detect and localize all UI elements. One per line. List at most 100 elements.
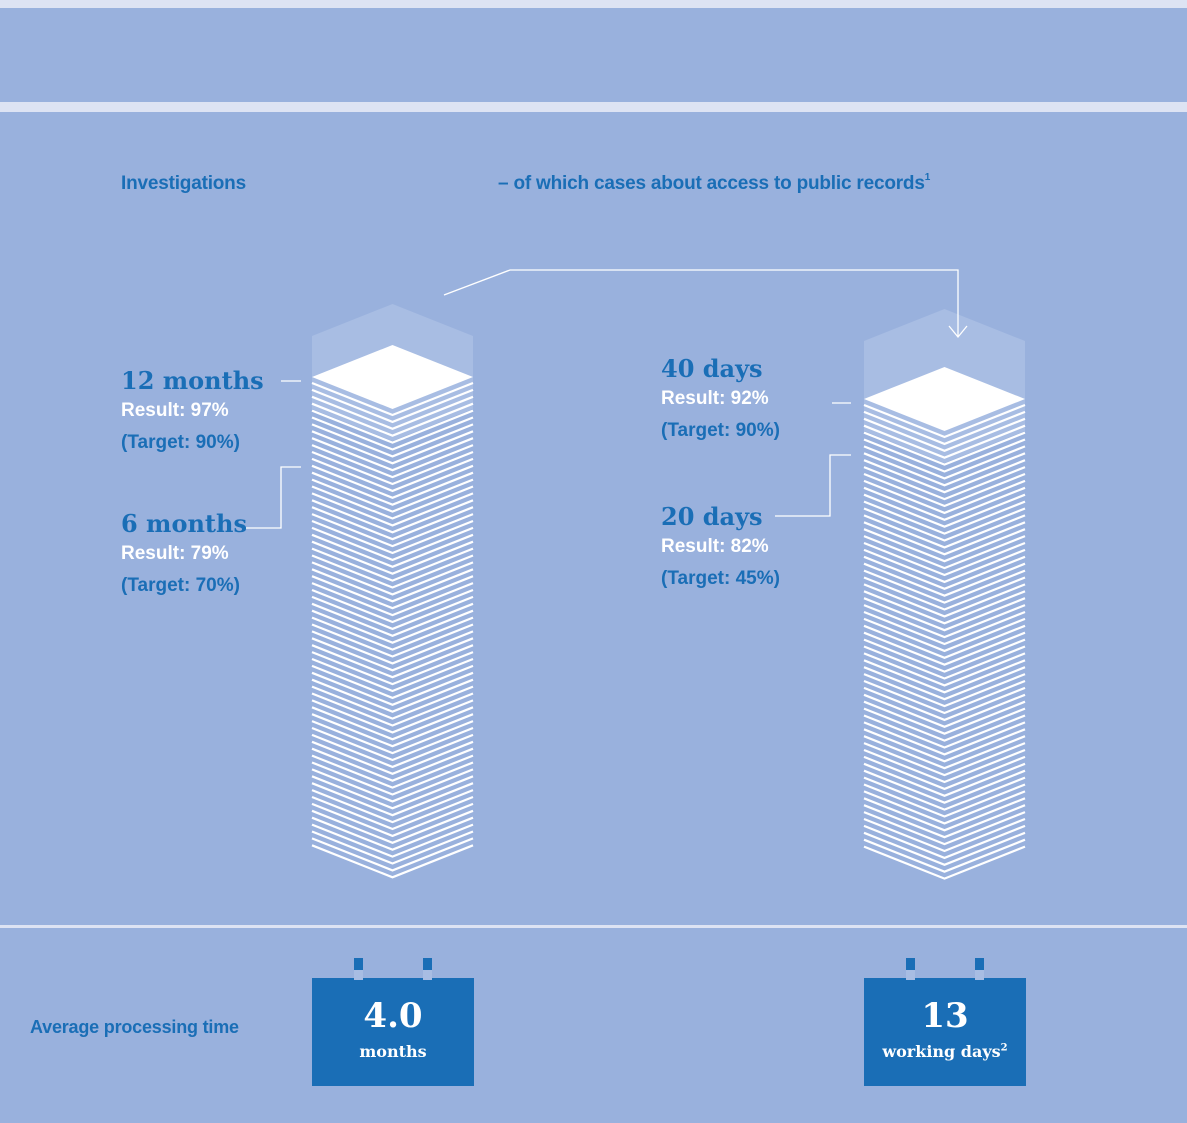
right-stack-sheet-edge: [863, 528, 1026, 563]
right-stack-sheet-edge: [863, 762, 1026, 797]
processing-months-unit: months: [359, 1042, 427, 1061]
right-stack-sheet-edge: [863, 403, 1026, 439]
left-stack-sheet-edge: [311, 651, 474, 686]
right-stack-sheet-edge: [863, 776, 1026, 811]
left-stack-sheet-edge: [311, 692, 474, 727]
left-stack-sheet-edge: [311, 789, 474, 824]
left-stack-sheet-edge: [311, 540, 474, 575]
arrow-connector: [443, 269, 959, 336]
right-stack-sheet-edge: [863, 624, 1026, 659]
right-stack-sheet-edge: [863, 652, 1026, 687]
left-stack-sheet-edge: [311, 837, 474, 872]
left-stack-sheet-edge: [311, 823, 474, 858]
right-stack-sheet-edge: [863, 707, 1026, 742]
left-stack-top-sheet: [312, 345, 473, 409]
main-panel: [0, 112, 1187, 925]
right-lower-label: 20 days Result: 82% (Target: 45%): [661, 502, 780, 595]
left-stack-sheet-edge: [311, 644, 474, 679]
left-stack-sheet-edge: [311, 775, 474, 810]
left-stack-sheet-edge: [311, 533, 474, 568]
period-6-months: 6 months: [121, 509, 247, 538]
right-stack-sheet-edge: [863, 610, 1026, 646]
left-stack-sheet-edge: [311, 740, 474, 775]
left-stack-sheet-edge: [311, 568, 474, 603]
left-stack-sheet-edge: [311, 526, 474, 562]
top-banner: [0, 8, 1187, 102]
right-stack-sheet-edge: [863, 831, 1026, 866]
period-20-days: 20 days: [661, 502, 763, 531]
right-stack-sheet-edge: [863, 424, 1026, 459]
left-stack-sheet-edge: [311, 720, 474, 755]
right-stack-sheet-edge: [863, 769, 1026, 804]
right-stack-sheet-edge: [863, 562, 1026, 597]
left-stack-sheet-edge: [311, 726, 474, 762]
left-stack-sheet-edge: [311, 733, 474, 769]
left-stack-sheet-edge: [311, 395, 474, 430]
right-stack-sheet-edge: [863, 748, 1026, 784]
processing-days-unit: working days2: [882, 1042, 1008, 1061]
left-stack-sheet-edge: [311, 844, 474, 879]
heading-public-records: – of which cases about access to public …: [498, 172, 931, 194]
right-stack-sheet-edge: [863, 431, 1026, 466]
target-12-months: (Target: 90%): [121, 432, 240, 453]
left-stack-sheet-edge: [311, 630, 474, 665]
right-stack-sheet-edge: [863, 755, 1026, 791]
left-stack-sheet-edge: [311, 761, 474, 796]
right-stack-sheet-edge: [863, 514, 1026, 549]
period-40-days: 40 days: [661, 354, 763, 383]
left-upper-label: 12 months Result: 97% (Target: 90%): [121, 366, 264, 459]
result-6-months: Result: 79%: [121, 543, 229, 564]
footnote-marker: 1: [924, 172, 931, 183]
right-stack-sheet-edge: [863, 548, 1026, 584]
right-stack-sheet-edge: [863, 466, 1026, 501]
right-stack-sheet-edge: [863, 790, 1026, 825]
left-stack-sheet-edge: [311, 519, 474, 555]
right-stack-sheet-edge: [863, 445, 1026, 480]
left-stack-sheet-edge: [311, 381, 474, 417]
result-20-days: Result: 82%: [661, 536, 769, 557]
left-stack-sheet-edge: [311, 616, 474, 651]
left-stack-sheet-edge: [311, 499, 474, 534]
right-stack-sheet-edge: [863, 569, 1026, 604]
left-stack-sheet-edge: [311, 444, 474, 479]
left-stack-sheet-edge: [311, 485, 474, 520]
right-stack-sheet-edge: [863, 583, 1026, 618]
right-stack-sheet-edge: [863, 617, 1026, 653]
target-6-months: (Target: 70%): [121, 575, 240, 596]
right-stack-sheet-edge: [863, 811, 1026, 846]
left-stack-sheet-edge: [311, 678, 474, 713]
right-stack-sheet-edge: [863, 817, 1026, 853]
left-stack-sheet-edge: [311, 450, 474, 486]
left-lower-label: 6 months Result: 79% (Target: 70%): [121, 509, 247, 602]
left-stack-sheet-edge: [311, 595, 474, 631]
right-stack-sheet-edge: [863, 500, 1026, 535]
left-stack-sheet-edge: [311, 464, 474, 499]
right-stack-sheet-edge: [863, 493, 1026, 528]
right-stack-top-sheet: [864, 367, 1025, 431]
processing-months-value: 4.0: [363, 996, 423, 1036]
left-stack-sheet-edge: [311, 685, 474, 720]
right-stack-sheet-edge: [863, 804, 1026, 839]
left-stack-sheet-edge: [311, 582, 474, 617]
right-stack-sheet-edge: [863, 666, 1026, 701]
right-stack-sheet-edge: [863, 824, 1026, 860]
left-stack-sheet-edge: [311, 506, 474, 541]
left-stack-sheet-edge: [311, 802, 474, 838]
left-stack-sheet-edge: [311, 575, 474, 610]
left-paper-stack: [311, 304, 474, 879]
calendar-ring-icon: [354, 958, 363, 980]
target-20-days: (Target: 45%): [661, 568, 780, 589]
arrow-head-icon: [948, 325, 968, 339]
left-stack-sheet-edge: [311, 782, 474, 817]
left-stack-sheet-edge: [311, 602, 474, 637]
right-stack-sheet-edge: [863, 438, 1026, 473]
right-stack-sheet-edge: [863, 597, 1026, 632]
right-stack-sheet-edge: [863, 700, 1026, 735]
right-stack-sheet-edge: [863, 631, 1026, 666]
calendar-ring-icon: [975, 958, 984, 980]
calendar-working-days: 13 working days2: [864, 958, 1026, 1086]
right-upper-label: 40 days Result: 92% (Target: 90%): [661, 354, 780, 447]
right-stack-sheet-edge: [863, 555, 1026, 590]
right-stack-sheet-edge: [863, 459, 1026, 494]
left-stack-sheet-edge: [311, 409, 474, 444]
